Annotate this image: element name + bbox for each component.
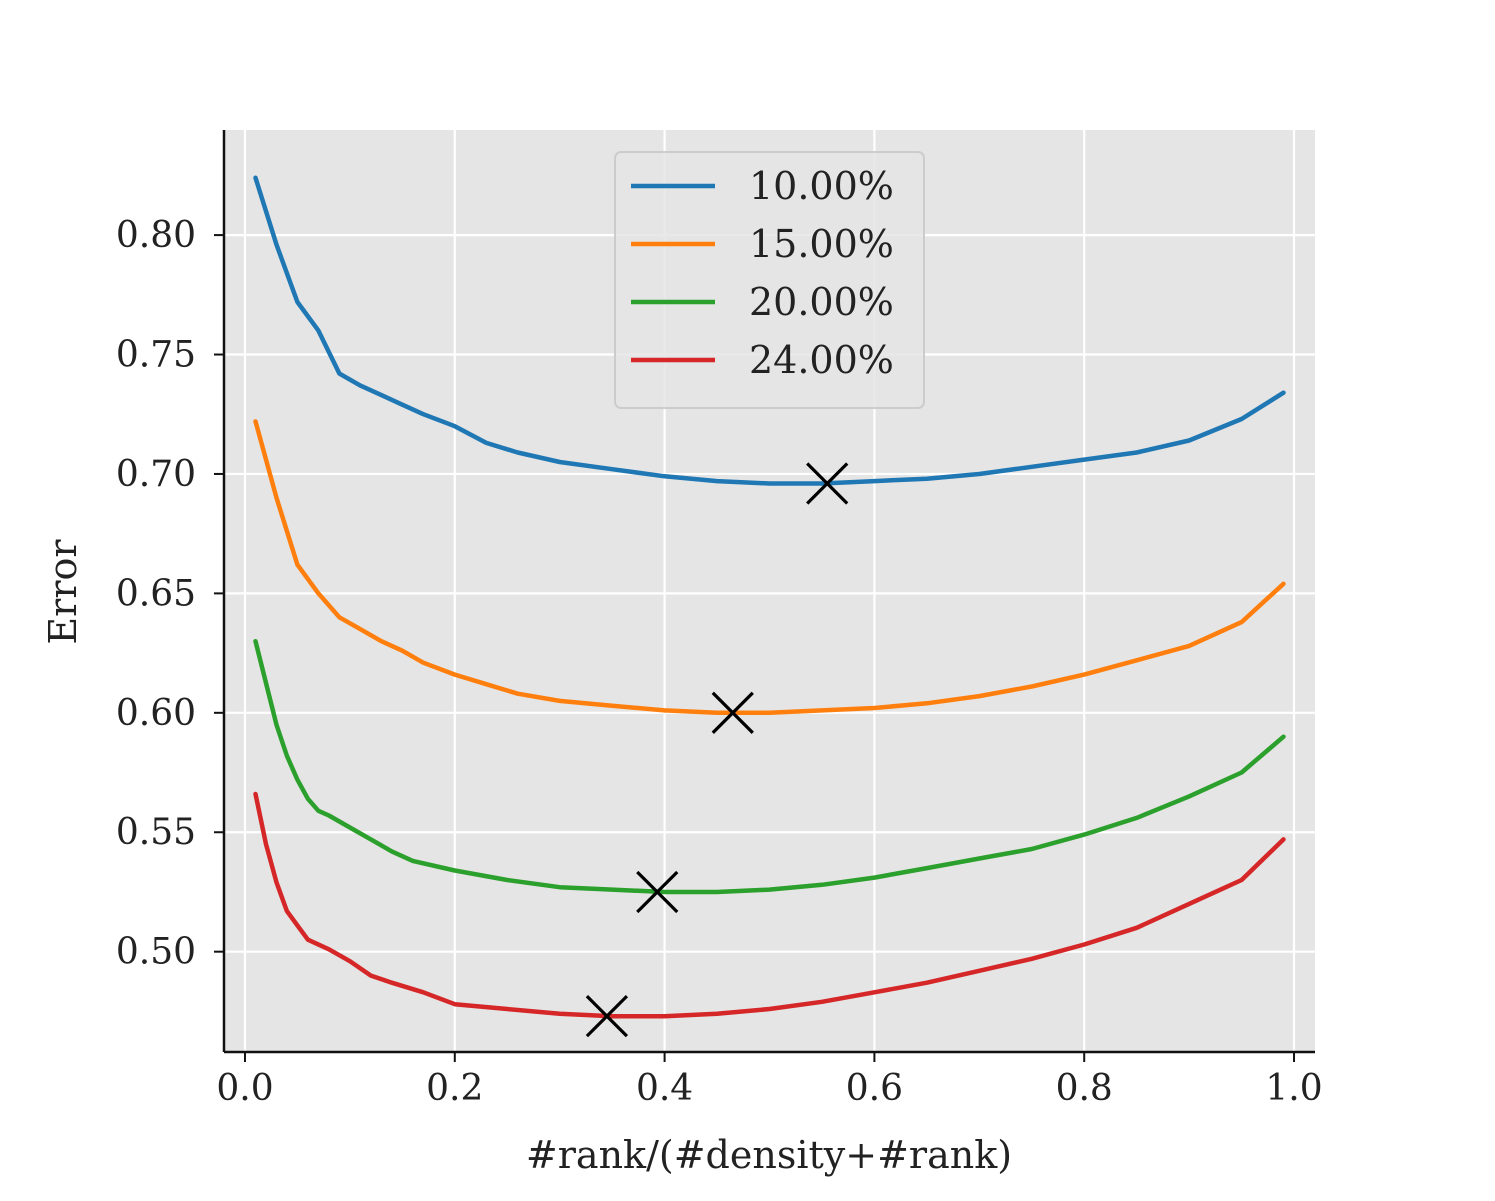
x-tick-label: 0.2 xyxy=(426,1068,483,1109)
y-tick-label: 0.65 xyxy=(116,573,196,614)
min-marker-3 xyxy=(585,995,629,1038)
legend-box xyxy=(614,151,925,409)
legend-label-0: 10.00% xyxy=(749,164,894,208)
series-line-3 xyxy=(253,791,1286,1019)
min-marker-2 xyxy=(636,870,679,914)
y-tick-label: 0.50 xyxy=(116,932,196,973)
legend-label-3: 24.00% xyxy=(749,338,894,382)
y-tick-label: 0.75 xyxy=(116,335,196,376)
x-axis-title: #rank/(#density+#rank) xyxy=(526,1133,1012,1177)
y-tick-label: 0.60 xyxy=(116,693,196,734)
y-axis-title: Error xyxy=(41,539,85,645)
markers-layer xyxy=(585,462,849,1038)
y-tick-label: 0.55 xyxy=(116,812,196,853)
x-tick-label: 0.4 xyxy=(636,1068,693,1109)
legend: 10.00% 15.00% 20.00% 24.00% xyxy=(614,151,925,409)
min-marker-0 xyxy=(806,462,849,505)
series-layer xyxy=(253,175,1286,1019)
series-line-2 xyxy=(253,638,1286,895)
y-axis-ticks: 0.50 0.55 0.60 0.65 0.70 0.75 0.80 xyxy=(116,215,224,973)
legend-label-2: 20.00% xyxy=(749,280,894,324)
min-marker-1 xyxy=(711,691,754,734)
series-line-0 xyxy=(253,175,1286,486)
x-tick-label: 1.0 xyxy=(1265,1068,1322,1109)
y-tick-label: 0.80 xyxy=(116,215,196,256)
series-line-1 xyxy=(253,419,1286,716)
legend-label-1: 15.00% xyxy=(749,222,894,266)
x-tick-label: 0.0 xyxy=(216,1068,273,1109)
x-axis-ticks: 0.0 0.2 0.4 0.6 0.8 1.0 xyxy=(216,1052,1323,1109)
x-tick-label: 0.6 xyxy=(846,1068,903,1109)
x-tick-label: 0.8 xyxy=(1056,1068,1113,1109)
y-tick-label: 0.70 xyxy=(116,454,196,495)
